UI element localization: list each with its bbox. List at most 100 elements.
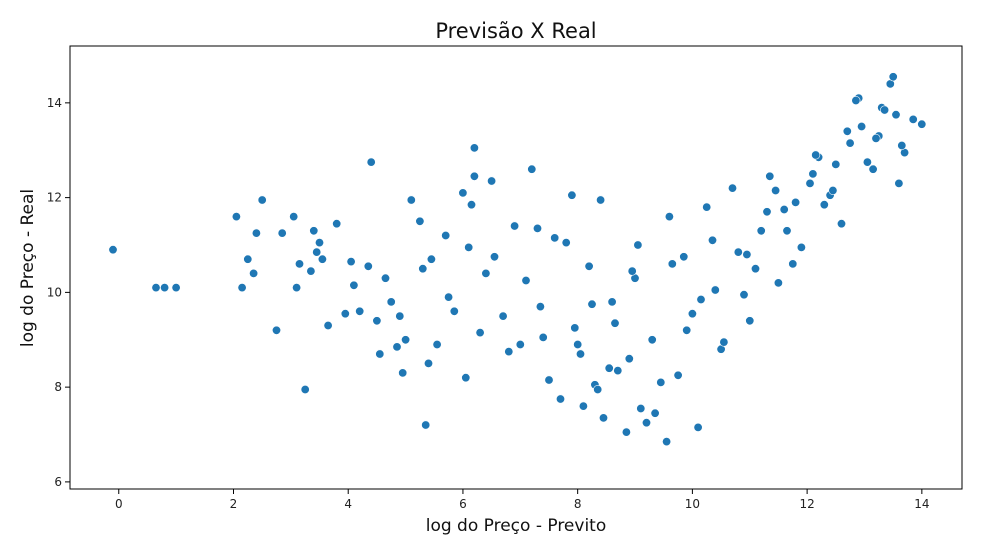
data-point — [312, 247, 322, 257]
data-point — [862, 157, 872, 167]
y-axis-title: log do Preço - Real — [18, 189, 38, 347]
data-point — [656, 377, 666, 387]
data-point — [349, 280, 359, 290]
data-point — [415, 216, 425, 226]
data-point — [811, 150, 821, 160]
data-point — [406, 195, 416, 205]
data-point — [908, 114, 918, 124]
data-point — [894, 178, 904, 188]
data-point — [917, 119, 927, 129]
data-point — [693, 422, 703, 432]
y-tick-label: 6 — [54, 475, 62, 489]
x-axis-ticks: 0 2 4 6 8 10 12 14 — [115, 489, 929, 511]
data-point — [441, 231, 451, 241]
data-point — [596, 195, 606, 205]
data-point — [762, 207, 772, 217]
data-point — [650, 408, 660, 418]
y-tick-label: 8 — [54, 380, 62, 394]
data-point — [851, 96, 861, 106]
y-axis-ticks: 6 8 10 12 14 — [47, 96, 70, 489]
data-point — [469, 143, 479, 153]
data-point — [277, 228, 287, 238]
data-point — [710, 285, 720, 295]
data-point — [842, 126, 852, 136]
data-point — [733, 247, 743, 257]
data-point — [765, 171, 775, 181]
data-point — [897, 141, 907, 151]
data-point — [891, 110, 901, 120]
x-tick-label: 4 — [344, 497, 352, 511]
data-point — [108, 245, 118, 255]
data-point — [289, 212, 299, 222]
data-point — [249, 268, 259, 278]
data-point — [340, 309, 350, 319]
data-point — [567, 190, 577, 200]
data-point — [719, 337, 729, 347]
data-point — [449, 306, 459, 316]
data-point — [346, 257, 356, 267]
scatter-points — [108, 72, 927, 447]
data-point — [796, 242, 806, 252]
data-point — [521, 275, 531, 285]
data-point — [745, 316, 755, 326]
data-point — [332, 219, 342, 229]
data-point — [323, 320, 333, 330]
data-point — [271, 325, 281, 335]
data-point — [604, 363, 614, 373]
data-point — [151, 283, 161, 293]
data-point — [510, 221, 520, 231]
data-point — [504, 347, 514, 357]
data-point — [584, 261, 594, 271]
data-point — [641, 418, 651, 428]
data-point — [808, 169, 818, 179]
data-point — [819, 200, 829, 210]
data-point — [535, 302, 545, 312]
data-point — [532, 223, 542, 233]
data-point — [573, 339, 583, 349]
data-point — [679, 252, 689, 262]
x-tick-label: 8 — [574, 497, 582, 511]
data-point — [466, 200, 476, 210]
data-point — [627, 266, 637, 276]
data-point — [561, 238, 571, 248]
data-point — [791, 197, 801, 207]
chart-title: Previsão X Real — [435, 19, 596, 43]
data-point — [727, 183, 737, 193]
data-point — [372, 316, 382, 326]
data-point — [828, 186, 838, 196]
data-point — [750, 264, 760, 274]
data-point — [489, 252, 499, 262]
data-point — [251, 228, 261, 238]
data-point — [398, 368, 408, 378]
data-point — [231, 212, 241, 222]
data-point — [550, 233, 560, 243]
data-point — [423, 358, 433, 368]
data-point — [739, 290, 749, 300]
data-point — [857, 122, 867, 132]
data-point — [257, 195, 267, 205]
data-point — [432, 339, 442, 349]
data-point — [771, 186, 781, 196]
data-point — [888, 72, 898, 82]
data-point — [624, 354, 634, 364]
data-point — [401, 335, 411, 345]
data-point — [366, 157, 376, 167]
data-point — [392, 342, 402, 352]
data-point — [578, 401, 588, 411]
data-point — [380, 273, 390, 283]
data-point — [831, 159, 841, 169]
data-point — [314, 238, 324, 248]
data-point — [868, 164, 878, 174]
data-point — [587, 299, 597, 309]
x-tick-label: 6 — [459, 497, 467, 511]
data-point — [481, 268, 491, 278]
data-point — [756, 226, 766, 236]
data-point — [647, 335, 657, 345]
x-axis-title: log do Preço - Previto — [426, 516, 607, 536]
data-point — [306, 266, 316, 276]
data-point — [294, 259, 304, 269]
x-tick-label: 10 — [685, 497, 700, 511]
data-point — [317, 254, 327, 264]
data-point — [636, 403, 646, 413]
